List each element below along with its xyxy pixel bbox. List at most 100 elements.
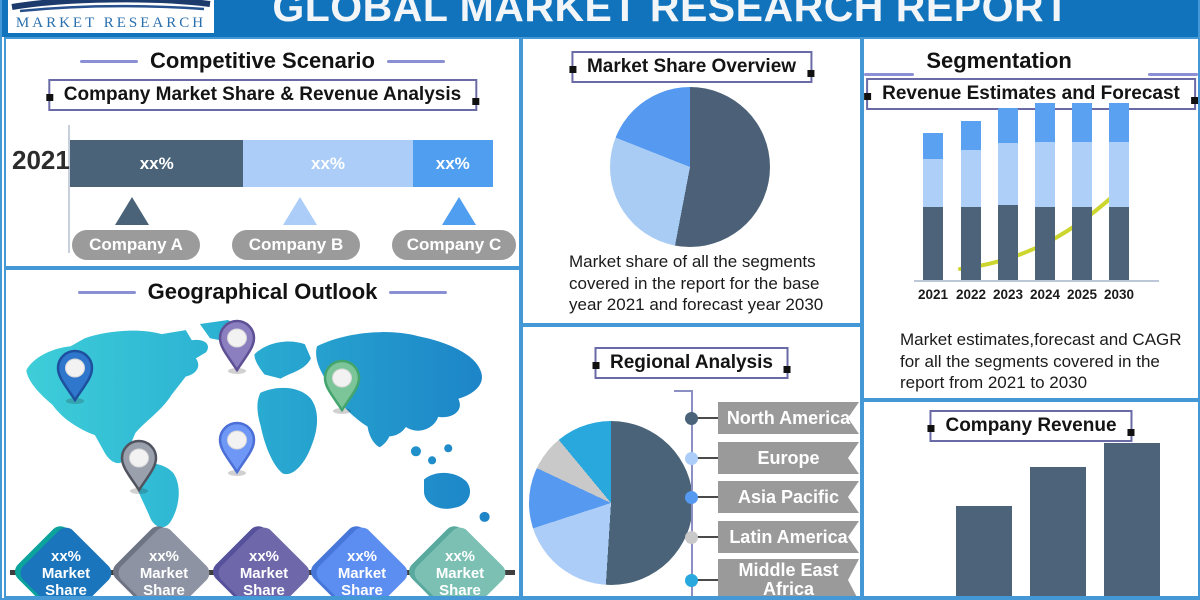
market-share-badge: xx% Market Share — [16, 523, 116, 598]
segment-middle — [998, 143, 1018, 205]
revenue-forecast-chart: 2021 2022 2023 2024 2025 2030 — [914, 99, 1159, 302]
regional-title: Regional Analysis — [610, 352, 773, 373]
box-mark — [864, 92, 872, 100]
revenue-bar — [1104, 443, 1160, 596]
forecast-bar — [923, 133, 943, 280]
competitive-title: Competitive Scenario — [150, 48, 375, 73]
company-pointer — [283, 197, 317, 225]
badge-line2: Share — [341, 581, 383, 598]
forecast-bar — [1035, 103, 1055, 280]
company-share-bar: xx% xx% xx% — [70, 140, 493, 187]
overview-caption: Market share of all the segments covered… — [569, 252, 824, 314]
region-dot — [685, 530, 698, 544]
segment-top — [998, 108, 1018, 143]
title-line — [80, 59, 139, 63]
region-label: Europe — [718, 442, 859, 474]
segmentation-subtitle: Revenue Estimates and Forecast — [882, 83, 1180, 104]
box-mark — [472, 98, 480, 106]
title-line — [77, 290, 136, 294]
region-stub-line — [693, 457, 718, 459]
regional-title-box: Regional Analysis — [592, 347, 791, 379]
badge-share-pct: xx% — [444, 547, 476, 565]
segmentation-analysis-panel: Segmentation Analysis Revenue Estimates … — [862, 37, 1198, 400]
market-share-badge: xx% Market Share — [114, 523, 214, 597]
badge-line1: Market — [337, 564, 387, 582]
segment-middle — [1109, 142, 1129, 207]
segment-top — [961, 121, 981, 150]
segment-top — [1072, 103, 1092, 142]
north-america-pin — [54, 349, 96, 410]
overview-title-box: Market Share Overview — [568, 51, 815, 83]
badge-line1: Market — [239, 564, 289, 582]
market-share-badge: xx% Market Share — [214, 523, 314, 598]
page-title: GLOBAL MARKET RESEARCH REPORT — [272, 0, 1070, 30]
badge-line2: Share — [243, 581, 285, 598]
segment-top — [923, 133, 943, 159]
market-share-badge: xx% Market Share — [312, 523, 412, 598]
overview-title: Market Share Overview — [586, 56, 797, 77]
title-line — [864, 72, 915, 76]
brand-logo: MARKET RESEARCH — [8, 0, 214, 33]
title-line — [386, 59, 445, 63]
competitive-scenario-panel: Competitive Scenario Company Market Shar… — [4, 37, 521, 268]
company-pointer — [442, 197, 476, 225]
regional-pie — [529, 421, 693, 585]
region-dot — [685, 573, 698, 587]
logo-text: MARKET RESEARCH — [15, 15, 207, 31]
segment-bottom — [1109, 207, 1129, 280]
box-mark — [927, 424, 935, 432]
connector-bracket — [674, 390, 693, 392]
south-america-pin — [118, 439, 160, 500]
geographical-outlook-panel: Geographical Outlook — [4, 268, 521, 598]
badge-text: xx% Market Share — [425, 538, 495, 598]
logo-swoosh-icon — [11, 0, 211, 13]
year-label: 2021 — [12, 145, 70, 175]
segment-middle — [1035, 142, 1055, 207]
region-label: Asia Pacific — [718, 481, 859, 513]
company-revenue-title-box: Company Revenue — [927, 410, 1135, 442]
title-line — [1147, 72, 1198, 76]
company-pill: Company B — [232, 230, 360, 260]
region-stub-line — [693, 417, 718, 419]
segment-middle — [1072, 142, 1092, 207]
forecast-bar — [1109, 103, 1129, 280]
badge-share-pct: xx% — [248, 547, 280, 565]
year-tick: 2025 — [1066, 287, 1098, 302]
middle-east-pin — [216, 421, 258, 482]
box-mark — [568, 65, 576, 73]
region-label: Middle East Africa — [718, 559, 859, 598]
share-segment: xx% — [243, 140, 413, 187]
box-mark — [592, 361, 600, 369]
segment-bottom — [998, 205, 1018, 280]
segment-middle — [923, 159, 943, 207]
badge-text: xx% Market Share — [327, 538, 397, 598]
region-stub-line — [693, 579, 718, 581]
year-tick: 2021 — [917, 287, 949, 302]
revenue-bar — [1030, 467, 1086, 596]
geographic-title: Geographical Outlook — [147, 279, 378, 304]
segmentation-caption: Market estimates,forecast and CAGR for a… — [900, 330, 1182, 392]
badge-line2: Share — [439, 581, 481, 598]
badge-text: xx% Market Share — [229, 538, 299, 598]
badge-line1: Market — [41, 564, 91, 582]
badge-text: xx% Market Share — [129, 538, 199, 597]
badge-line2: Share — [45, 581, 87, 598]
region-dot — [685, 451, 698, 465]
region-label: North America — [718, 402, 859, 434]
market-share-badge: xx% Market Share — [410, 523, 510, 598]
market-share-overview-panel: Market Share Overview Market share of al… — [521, 37, 862, 325]
year-tick: 2024 — [1029, 287, 1061, 302]
region-stub-line — [693, 536, 718, 538]
forecast-bar — [998, 108, 1018, 280]
forecast-bar — [961, 121, 981, 280]
regional-analysis-panel: Regional Analysis North America Europe Asi… — [521, 325, 862, 598]
badge-share-pct: xx% — [50, 547, 82, 565]
box-mark — [1127, 429, 1135, 437]
segment-top — [1109, 103, 1129, 142]
forecast-bar — [1072, 103, 1092, 280]
box-mark — [45, 93, 53, 101]
badge-share-pct: xx% — [148, 547, 180, 565]
segment-bottom — [1072, 207, 1092, 280]
year-tick: 2022 — [955, 287, 987, 302]
